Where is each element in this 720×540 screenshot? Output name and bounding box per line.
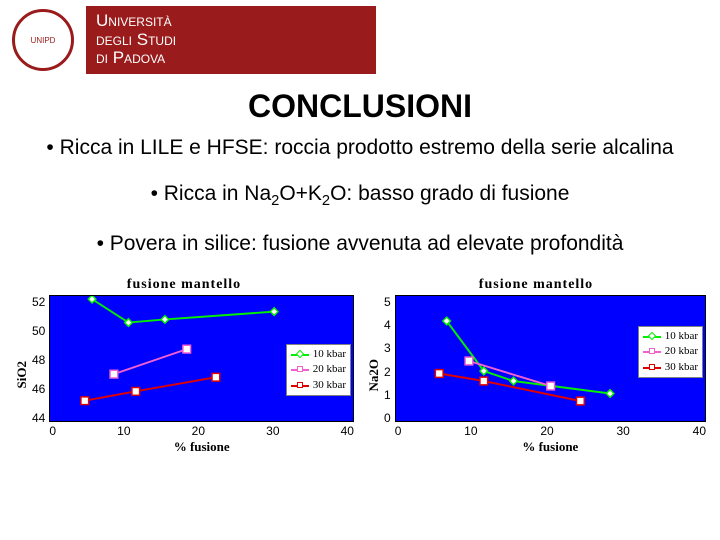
chart-left-title: fusione mantello <box>14 277 354 293</box>
chart-left-yticks: 52 50 48 46 44 <box>32 295 49 425</box>
b2-sub2: 2 <box>322 193 330 209</box>
legend-row: 30 kbar <box>643 360 698 375</box>
chart-right-title: fusione mantello <box>366 277 706 293</box>
tick-label: 20 <box>540 424 553 438</box>
tick-label: 40 <box>693 424 706 438</box>
chart-right-yticks: 5 4 3 2 1 0 <box>384 295 395 425</box>
legend-label: 30 kbar <box>313 378 346 393</box>
tick-label: 30 <box>266 424 279 438</box>
tick-label: 10 <box>464 424 477 438</box>
chart-left-plotwrap: 10 kbar20 kbar30 kbar 0 10 20 30 40 % fusion… <box>49 295 354 455</box>
tick-label: 48 <box>32 353 45 367</box>
tick-label: 1 <box>384 388 391 402</box>
chart-left: fusione mantello SiO2 52 50 48 46 44 10 kbar… <box>14 277 354 455</box>
chart-right-ylabel: Na2O <box>366 359 382 392</box>
legend-row: 20 kbar <box>291 362 346 377</box>
tick-label: 0 <box>49 424 56 438</box>
tick-label: 40 <box>341 424 354 438</box>
legend-row: 10 kbar <box>291 347 346 362</box>
chart-right-plotwrap: 10 kbar20 kbar30 kbar 0 10 20 30 40 % fusion… <box>395 295 706 455</box>
tick-label: 0 <box>395 424 402 438</box>
slide-title: CONCLUSIONI <box>0 88 720 125</box>
tick-label: 30 <box>616 424 629 438</box>
legend-label: 10 kbar <box>665 329 698 344</box>
chart-left-xlabel: % fusione <box>49 439 354 455</box>
bullet-1: • Ricca in LILE e HFSE: roccia prodotto … <box>20 135 700 161</box>
chart-right-xticks: 0 10 20 30 40 <box>395 424 706 438</box>
chart-left-ylabel: SiO2 <box>14 361 30 388</box>
tick-label: 4 <box>384 318 391 332</box>
tick-label: 50 <box>32 324 45 338</box>
legend-row: 10 kbar <box>643 329 698 344</box>
tick-label: 52 <box>32 295 45 309</box>
chart-right-box: Na2O 543210 10 kbar20 kbar30 kbar 010203… <box>366 295 706 455</box>
legend-label: 10 kbar <box>313 347 346 362</box>
bullet-2: • Ricca in Na2O+K2O: basso grado di fusi… <box>20 181 700 211</box>
tick-label: 46 <box>32 382 45 396</box>
legend-label: 30 kbar <box>665 360 698 375</box>
tick-label: 10 <box>117 424 130 438</box>
uni-line-3: di Padova <box>96 49 176 68</box>
university-seal: UNIPD <box>12 9 74 71</box>
chart-right-legend: 10 kbar20 kbar30 kbar <box>638 326 703 378</box>
seal-text: UNIPD <box>31 36 56 45</box>
university-name-block: Università degli Studi di Padova <box>86 6 376 74</box>
chart-left-plot: 10 kbar20 kbar30 kbar <box>49 295 354 422</box>
legend-row: 20 kbar <box>643 344 698 359</box>
chart-left-xticks: 0 10 20 30 40 <box>49 424 354 438</box>
tick-label: 5 <box>384 295 391 309</box>
legend-label: 20 kbar <box>313 362 346 377</box>
tick-label: 20 <box>192 424 205 438</box>
uni-line-1: Università <box>96 12 176 31</box>
chart-right-xlabel: % fusione <box>395 439 706 455</box>
tick-label: 0 <box>384 411 391 425</box>
chart-left-box: SiO2 5250484644 10 kbar20 kbar30 kbar 01… <box>14 295 354 455</box>
legend-row: 30 kbar <box>291 378 346 393</box>
header-bar: UNIPD Università degli Studi di Padova <box>12 6 376 74</box>
chart-right: fusione mantello Na2O 543210 10 kbar20 k… <box>366 277 706 455</box>
b2-pre: • Ricca in Na <box>151 182 272 205</box>
b2-post: O: basso grado di fusione <box>330 182 569 205</box>
chart-right-plot: 10 kbar20 kbar30 kbar <box>395 295 706 422</box>
chart-left-legend: 10 kbar20 kbar30 kbar <box>286 344 351 396</box>
tick-label: 44 <box>32 411 45 425</box>
slide-header: UNIPD Università degli Studi di Padova <box>0 0 720 80</box>
charts-row: fusione mantello SiO2 5250484644 10 kbar… <box>0 277 720 455</box>
b2-mid: O+K <box>279 182 322 205</box>
uni-line-2: degli Studi <box>96 31 176 50</box>
legend-label: 20 kbar <box>665 344 698 359</box>
bullet-3: • Povera in silice: fusione avvenuta ad … <box>20 231 700 257</box>
tick-label: 3 <box>384 341 391 355</box>
tick-label: 2 <box>384 365 391 379</box>
